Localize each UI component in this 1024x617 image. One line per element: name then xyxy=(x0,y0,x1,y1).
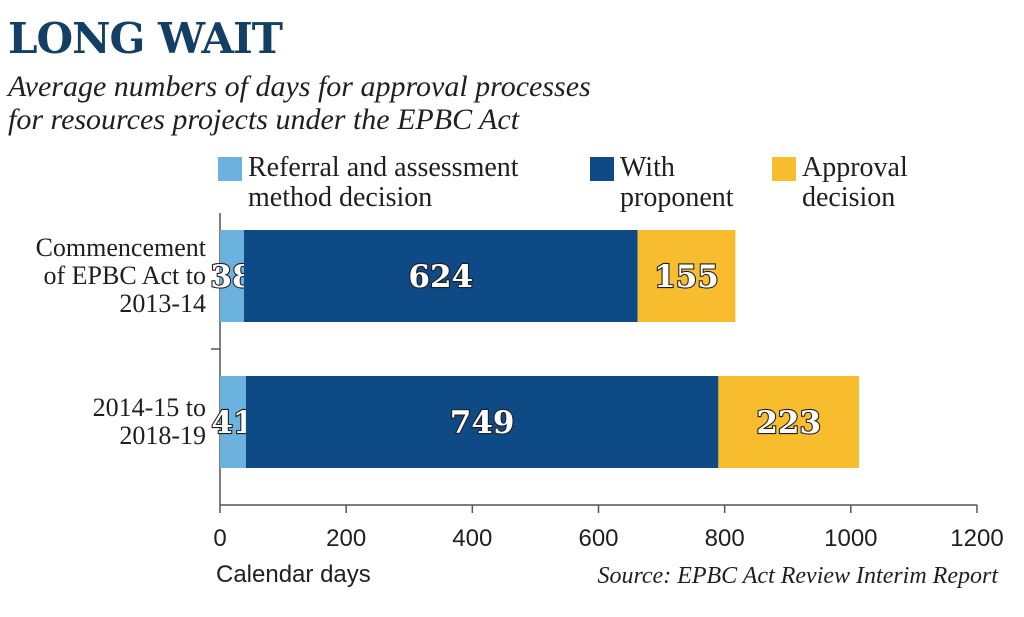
bar-0-series-1 xyxy=(243,230,638,322)
bar-0-series-2 xyxy=(637,230,736,322)
chart-subtitle: Average numbers of days for approval pro… xyxy=(8,70,768,136)
legend-swatch-referral xyxy=(218,157,242,181)
x-tick-label-400: 400 xyxy=(452,525,492,552)
x-tick-label-1200: 1200 xyxy=(950,525,1003,552)
legend-label-approval-line1: Approval xyxy=(802,152,908,183)
legend-label-referral-line1: Referral and assessment xyxy=(248,152,519,183)
category-label-0-line-2: 2013-14 xyxy=(119,289,206,318)
legend-swatch-proponent xyxy=(590,157,614,181)
x-tick-label-0: 0 xyxy=(213,525,226,552)
subtitle-line-1: Average numbers of days for approval pro… xyxy=(8,70,591,103)
x-tick-label-200: 200 xyxy=(326,525,366,552)
x-axis-label: Calendar days xyxy=(216,561,371,588)
category-label-0-line-1: of EPBC Act to xyxy=(43,261,206,290)
bar-1-series-0 xyxy=(220,376,246,468)
data-label-1-series-2: 223 xyxy=(756,405,821,441)
bar-0-series-0 xyxy=(220,230,244,322)
data-label-0-series-2: 155 xyxy=(654,259,719,295)
data-label-1-series-1: 749 xyxy=(450,405,515,441)
legend-label-proponent-line1: With xyxy=(620,152,675,183)
subtitle-line-2: for resources projects under the EPBC Ac… xyxy=(8,103,520,136)
legend-label-referral-line2: method decision xyxy=(248,182,433,213)
category-label-1-line-0: 2014-15 to xyxy=(93,393,206,422)
legend-swatch-approval xyxy=(772,157,796,181)
bar-1-series-1 xyxy=(245,376,719,468)
legend-label-approval-line2: decision xyxy=(802,182,896,213)
data-label-0-series-1: 624 xyxy=(408,259,473,295)
chart-title: LONG WAIT xyxy=(8,14,283,63)
legend-label-proponent-line2: proponent xyxy=(620,182,734,213)
x-tick-label-800: 800 xyxy=(705,525,745,552)
x-tick-label-1000: 1000 xyxy=(824,525,877,552)
x-tick-label-600: 600 xyxy=(578,525,618,552)
legend-label-proponent: With proponent xyxy=(620,153,734,213)
legend-label-referral: Referral and assessment method decision xyxy=(248,153,519,213)
legend-label-approval: Approval decision xyxy=(802,153,908,213)
source-note: Source: EPBC Act Review Interim Report xyxy=(597,563,998,589)
category-label-0-line-0: Commencement xyxy=(36,233,207,262)
bar-1-series-2 xyxy=(718,376,860,468)
category-label-1-line-1: 2018-19 xyxy=(119,421,206,450)
